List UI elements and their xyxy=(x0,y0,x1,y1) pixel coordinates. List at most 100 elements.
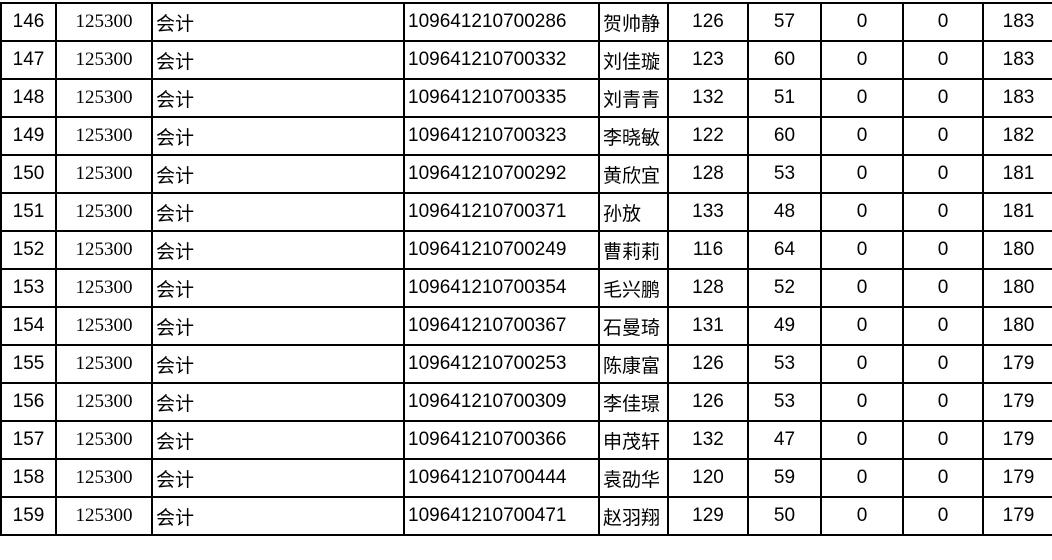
score-2-cell: 53 xyxy=(747,154,822,194)
score-3-cell: 0 xyxy=(820,40,904,80)
score-3-cell: 0 xyxy=(820,496,904,536)
candidate-id-cell: 109641210700335 xyxy=(403,78,600,118)
candidate-id-cell: 109641210700471 xyxy=(403,496,600,536)
major-code-cell: 125300 xyxy=(55,230,153,270)
score-1-cell: 123 xyxy=(667,40,749,80)
score-4-cell: 0 xyxy=(902,496,984,536)
score-3-cell: 0 xyxy=(820,268,904,308)
score-2-cell: 64 xyxy=(747,230,822,270)
rank-cell: 159 xyxy=(0,496,57,536)
score-2-cell: 60 xyxy=(747,116,822,156)
major-code-cell: 125300 xyxy=(55,420,153,460)
score-4-cell: 0 xyxy=(902,78,984,118)
major-code-cell: 125300 xyxy=(55,154,153,194)
rank-cell: 154 xyxy=(0,306,57,346)
score-4-cell: 0 xyxy=(902,154,984,194)
table-row: 150 125300 会计 109641210700292 黄欣宜 128 53 0 0 181 xyxy=(0,154,1052,194)
rank-cell: 147 xyxy=(0,40,57,80)
score-3-cell: 0 xyxy=(820,458,904,498)
name-cell: 贺帅静 xyxy=(598,2,669,42)
score-4-cell: 0 xyxy=(902,306,984,346)
score-3-cell: 0 xyxy=(820,420,904,460)
candidate-id-cell: 109641210700366 xyxy=(403,420,600,460)
table-row: 153 125300 会计 109641210700354 毛兴鹏 128 52 0 0 180 xyxy=(0,268,1052,308)
score-1-cell: 120 xyxy=(667,458,749,498)
candidate-id-cell: 109641210700367 xyxy=(403,306,600,346)
major-code-cell: 125300 xyxy=(55,496,153,536)
score-2-cell: 47 xyxy=(747,420,822,460)
score-2-cell: 48 xyxy=(747,192,822,232)
major-code-cell: 125300 xyxy=(55,344,153,384)
total-cell: 181 xyxy=(982,192,1052,232)
total-cell: 179 xyxy=(982,344,1052,384)
rank-cell: 151 xyxy=(0,192,57,232)
total-cell: 180 xyxy=(982,268,1052,308)
total-cell: 181 xyxy=(982,154,1052,194)
score-4-cell: 0 xyxy=(902,382,984,422)
total-cell: 179 xyxy=(982,458,1052,498)
rank-cell: 149 xyxy=(0,116,57,156)
major-code-cell: 125300 xyxy=(55,458,153,498)
score-2-cell: 51 xyxy=(747,78,822,118)
score-4-cell: 0 xyxy=(902,40,984,80)
score-3-cell: 0 xyxy=(820,154,904,194)
rank-cell: 146 xyxy=(0,2,57,42)
score-2-cell: 50 xyxy=(747,496,822,536)
name-cell: 曹莉莉 xyxy=(598,230,669,270)
rank-cell: 156 xyxy=(0,382,57,422)
score-2-cell: 57 xyxy=(747,2,822,42)
total-cell: 180 xyxy=(982,306,1052,346)
score-2-cell: 53 xyxy=(747,382,822,422)
score-1-cell: 126 xyxy=(667,344,749,384)
major-name-cell: 会计 xyxy=(151,496,405,536)
score-3-cell: 0 xyxy=(820,344,904,384)
name-cell: 黄欣宜 xyxy=(598,154,669,194)
score-4-cell: 0 xyxy=(902,2,984,42)
rank-cell: 155 xyxy=(0,344,57,384)
name-cell: 毛兴鹏 xyxy=(598,268,669,308)
name-cell: 孙放 xyxy=(598,192,669,232)
major-name-cell: 会计 xyxy=(151,192,405,232)
name-cell: 刘佳璇 xyxy=(598,40,669,80)
rank-cell: 158 xyxy=(0,458,57,498)
major-name-cell: 会计 xyxy=(151,2,405,42)
table-row: 148 125300 会计 109641210700335 刘青青 132 51 0 0 183 xyxy=(0,78,1052,118)
total-cell: 179 xyxy=(982,496,1052,536)
total-cell: 182 xyxy=(982,116,1052,156)
candidate-id-cell: 109641210700253 xyxy=(403,344,600,384)
score-3-cell: 0 xyxy=(820,230,904,270)
score-4-cell: 0 xyxy=(902,192,984,232)
candidate-id-cell: 109641210700444 xyxy=(403,458,600,498)
candidate-id-cell: 109641210700249 xyxy=(403,230,600,270)
score-3-cell: 0 xyxy=(820,306,904,346)
score-1-cell: 116 xyxy=(667,230,749,270)
major-name-cell: 会计 xyxy=(151,344,405,384)
major-code-cell: 125300 xyxy=(55,116,153,156)
major-name-cell: 会计 xyxy=(151,40,405,80)
table-row: 155 125300 会计 109641210700253 陈康富 126 53 0 0 179 xyxy=(0,344,1052,384)
major-name-cell: 会计 xyxy=(151,116,405,156)
score-4-cell: 0 xyxy=(902,268,984,308)
candidate-id-cell: 109641210700286 xyxy=(403,2,600,42)
major-code-cell: 125300 xyxy=(55,2,153,42)
score-2-cell: 59 xyxy=(747,458,822,498)
major-name-cell: 会计 xyxy=(151,154,405,194)
table-row: 157 125300 会计 109641210700366 申茂轩 132 47 0 0 179 xyxy=(0,420,1052,460)
score-4-cell: 0 xyxy=(902,344,984,384)
score-4-cell: 0 xyxy=(902,116,984,156)
table-row: 146 125300 会计 109641210700286 贺帅静 126 57 0 0 183 xyxy=(0,2,1052,42)
major-name-cell: 会计 xyxy=(151,268,405,308)
name-cell: 李佳璟 xyxy=(598,382,669,422)
rank-cell: 153 xyxy=(0,268,57,308)
table-row: 156 125300 会计 109641210700309 李佳璟 126 53 0 0 179 xyxy=(0,382,1052,422)
score-3-cell: 0 xyxy=(820,116,904,156)
candidate-id-cell: 109641210700332 xyxy=(403,40,600,80)
score-3-cell: 0 xyxy=(820,78,904,118)
name-cell: 赵羽翔 xyxy=(598,496,669,536)
rank-cell: 152 xyxy=(0,230,57,270)
score-1-cell: 128 xyxy=(667,154,749,194)
name-cell: 袁劭华 xyxy=(598,458,669,498)
candidate-id-cell: 109641210700292 xyxy=(403,154,600,194)
table-row: 152 125300 会计 109641210700249 曹莉莉 116 64 0 0 180 xyxy=(0,230,1052,270)
table-row: 151 125300 会计 109641210700371 孙放 133 48 0 0 181 xyxy=(0,192,1052,232)
